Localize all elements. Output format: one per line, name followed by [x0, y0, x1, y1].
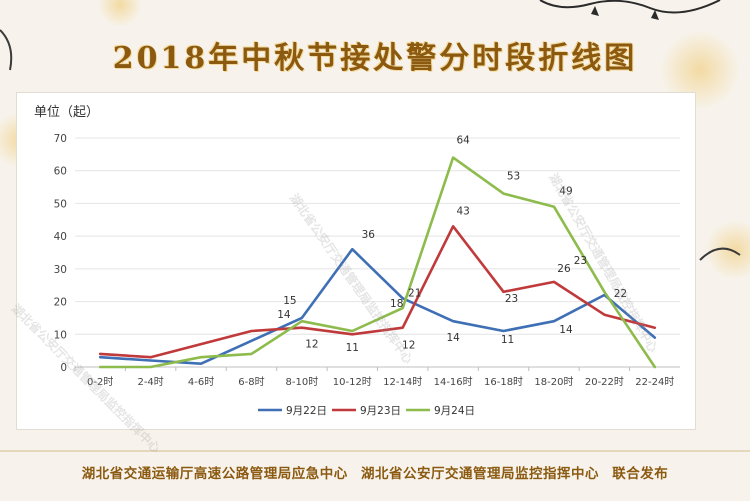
data-label: 12: [305, 339, 318, 351]
series-line-2: [98, 225, 657, 359]
series-line-1: [98, 247, 657, 366]
data-label: 14: [277, 309, 291, 321]
x-tick-label: 6-8时: [238, 376, 264, 388]
data-label: 53: [507, 171, 520, 183]
x-tick-label: 0-2时: [87, 376, 113, 388]
y-tick-label: 10: [54, 329, 67, 341]
y-tick-label: 60: [54, 166, 67, 178]
y-tick-label: 30: [54, 264, 67, 276]
legend-label: 9月24日: [434, 405, 475, 417]
data-label: 21: [408, 287, 421, 299]
x-tick-label: 14-16时: [434, 376, 473, 388]
data-label: 22: [614, 288, 627, 300]
data-label: 11: [501, 334, 514, 346]
y-tick-label: 0: [60, 362, 67, 374]
data-label: 36: [362, 229, 376, 241]
x-tick-label: 12-14时: [383, 376, 422, 388]
footer-suffix: 联合发布: [612, 466, 669, 482]
x-tick-label: 8-10时: [286, 376, 319, 388]
y-tick-label: 40: [54, 231, 67, 243]
x-tick-label: 22-24时: [635, 376, 674, 388]
footer-org-2: 湖北省公安厅交通管理局监控指挥中心: [361, 466, 599, 482]
x-tick-label: 16-18时: [484, 376, 523, 388]
x-tick-label: 10-12时: [333, 376, 372, 388]
y-tick-label: 70: [54, 133, 67, 145]
data-label: 64: [456, 135, 470, 147]
data-label: 11: [346, 342, 359, 354]
x-tick-label: 18-20时: [534, 376, 573, 388]
legend-label: 9月22日: [286, 405, 327, 417]
data-label: 23: [574, 255, 587, 267]
page-title: 2018年中秋节接处警分时段折线图: [112, 41, 638, 76]
x-tick-label: 4-6时: [188, 376, 214, 388]
legend-label: 9月23日: [360, 405, 401, 417]
data-label: 12: [402, 340, 415, 352]
x-tick-label: 2-4时: [137, 376, 163, 388]
data-label: 49: [559, 186, 572, 198]
data-label: 14: [446, 332, 460, 344]
footer-org-1: 湖北省交通运输厅高速公路管理局应急中心: [81, 466, 348, 482]
data-label: 26: [557, 263, 571, 275]
data-label: 14: [559, 324, 573, 336]
series-line-3: [98, 156, 657, 369]
data-label: 15: [283, 295, 296, 307]
y-tick-label: 50: [54, 198, 67, 210]
chart-panel: [16, 92, 696, 430]
data-label: 43: [456, 205, 469, 217]
footer-publishers: 湖北省交通运输厅高速公路管理局应急中心 湖北省公安厅交通管理局监控指挥中心 联合…: [0, 462, 750, 482]
x-tick-label: 20-22时: [585, 376, 624, 388]
data-label: 18: [390, 298, 403, 310]
y-axis-unit-label: 单位（起）: [34, 105, 100, 120]
data-label: 23: [505, 293, 518, 305]
y-tick-label: 20: [54, 297, 67, 309]
